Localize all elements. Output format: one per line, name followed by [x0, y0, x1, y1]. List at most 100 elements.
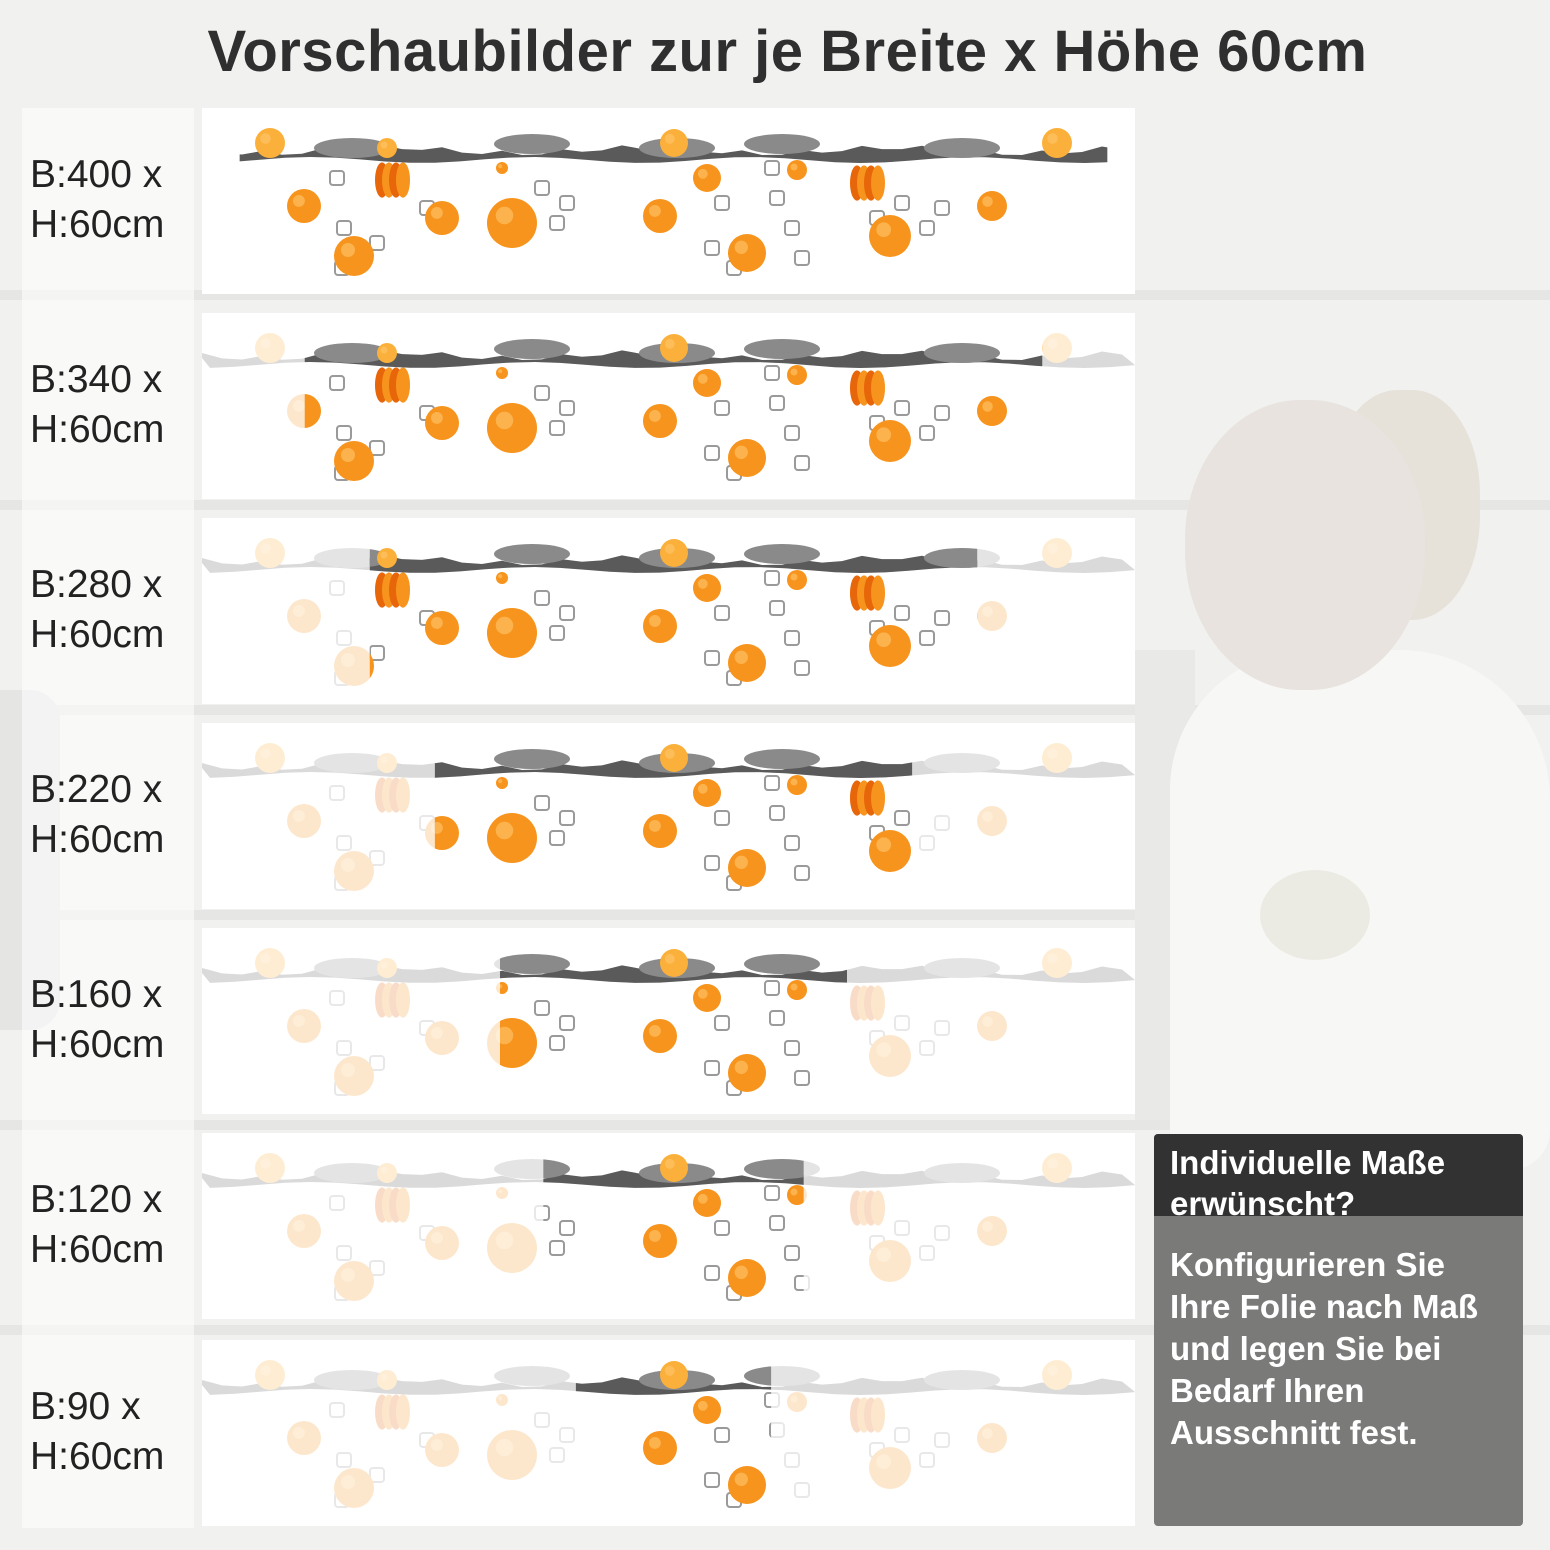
orange — [787, 160, 807, 180]
orange-half — [377, 343, 397, 363]
ice-cube — [919, 425, 935, 441]
ice-cube — [794, 660, 810, 676]
orange — [693, 984, 721, 1012]
ice-cube — [764, 980, 780, 996]
orange — [287, 189, 321, 223]
orange-half — [660, 1154, 688, 1182]
ice-cube — [549, 1447, 565, 1463]
orange-slice — [396, 1394, 410, 1430]
ice-cube — [534, 1000, 550, 1016]
orange-slice — [396, 572, 410, 608]
orange — [728, 439, 766, 477]
orange-slice — [857, 1397, 871, 1433]
ice-cube — [934, 610, 950, 626]
orange-slice — [864, 1397, 878, 1433]
orange — [496, 777, 508, 789]
custom-size-info-box[interactable]: Individuelle Maße erwünscht? Konfigurier… — [1154, 1134, 1523, 1526]
splash — [314, 1370, 390, 1390]
ice-cube — [934, 1225, 950, 1241]
orange — [787, 980, 807, 1000]
ice-cube — [714, 1427, 730, 1443]
width-label: B:340 x — [30, 358, 163, 401]
ice-cube — [334, 1080, 350, 1096]
ice-cube — [369, 1055, 385, 1071]
preview-image — [202, 928, 1135, 1114]
ice-cube — [769, 1422, 772, 1438]
size-label: B:220 x H:60cm — [30, 765, 195, 865]
ice-cube — [550, 1448, 564, 1462]
ice-cube — [894, 195, 910, 211]
width-label: B:280 x — [30, 563, 163, 606]
orange-slice — [871, 985, 885, 1021]
ice-cube — [769, 190, 785, 206]
ice-cube — [329, 170, 345, 186]
ice-cube — [704, 1265, 720, 1281]
ice-cube — [559, 810, 575, 826]
ice-cube — [794, 1070, 810, 1086]
orange — [487, 1223, 537, 1273]
orange-half — [1042, 743, 1072, 773]
ice-cube — [934, 815, 950, 831]
preview-row: B:160 x H:60cm — [0, 928, 1140, 1114]
orange-half — [660, 1361, 688, 1389]
orange — [425, 1021, 459, 1055]
orange — [425, 611, 459, 645]
ice-cube — [785, 1453, 799, 1467]
orange-slice — [871, 575, 885, 611]
ice-cube — [329, 1195, 345, 1211]
ice-cube — [534, 795, 550, 811]
orange — [334, 236, 374, 276]
ice-cube — [769, 1010, 785, 1026]
ice-cube — [769, 395, 785, 411]
orange — [977, 191, 1007, 221]
orange-slice — [389, 1394, 403, 1430]
ice-cube — [784, 220, 800, 236]
ice-cube — [920, 1246, 934, 1260]
orange — [425, 1433, 459, 1467]
orange — [287, 599, 321, 633]
ice-cube — [337, 1453, 351, 1467]
ice-cube — [894, 810, 910, 826]
orange — [643, 404, 677, 438]
orange — [787, 365, 807, 385]
ice-cube — [534, 1412, 550, 1428]
orange — [728, 1259, 766, 1297]
splash — [744, 544, 820, 564]
orange — [787, 775, 807, 795]
preview-row: B:280 x H:60cm — [0, 518, 1140, 704]
info-text: Konfigurieren Sie Ihre Folie nach Maß un… — [1170, 1246, 1479, 1451]
ice-cube — [336, 1452, 352, 1468]
orange-slice — [864, 985, 878, 1021]
ice-cube — [934, 200, 950, 216]
ice-cube — [794, 1482, 810, 1498]
orange — [977, 1011, 1007, 1041]
splash — [314, 753, 390, 773]
ice-cube — [769, 1215, 785, 1231]
ice-cube — [704, 1265, 720, 1281]
ice-cube — [764, 570, 780, 586]
ice-cube — [769, 805, 785, 821]
splash — [924, 548, 978, 568]
orange-slice — [375, 777, 389, 813]
ice-cube — [549, 1035, 565, 1051]
orange — [869, 1035, 911, 1077]
orange-slice — [375, 1394, 389, 1430]
splash — [924, 753, 1000, 773]
ice-cube — [336, 425, 352, 441]
ice-cube — [559, 605, 575, 621]
orange — [287, 804, 321, 838]
orange-slice — [389, 777, 403, 813]
ice-cube — [559, 1220, 575, 1236]
ice-cube — [334, 875, 350, 891]
ice-cube — [764, 775, 780, 791]
height-label: H:60cm — [30, 1228, 165, 1271]
orange-half — [377, 1370, 397, 1390]
ice-cube — [784, 1245, 800, 1261]
splash — [924, 958, 1000, 978]
orange — [487, 198, 537, 248]
ice-cube — [369, 850, 385, 866]
orange-half — [255, 128, 285, 158]
ice-cube — [704, 650, 720, 666]
orange — [643, 814, 677, 848]
